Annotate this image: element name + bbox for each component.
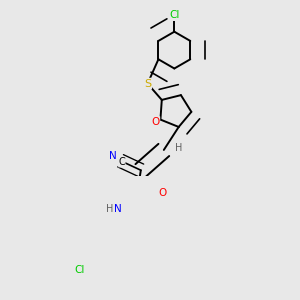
Text: C: C	[118, 157, 125, 167]
Text: H: H	[106, 204, 113, 214]
Text: N: N	[109, 151, 116, 161]
Text: O: O	[158, 188, 166, 198]
Text: Cl: Cl	[169, 11, 179, 20]
Text: N: N	[114, 204, 122, 214]
Text: Cl: Cl	[74, 265, 85, 275]
Text: O: O	[152, 117, 160, 127]
Text: H: H	[175, 143, 182, 153]
Text: S: S	[144, 79, 151, 88]
